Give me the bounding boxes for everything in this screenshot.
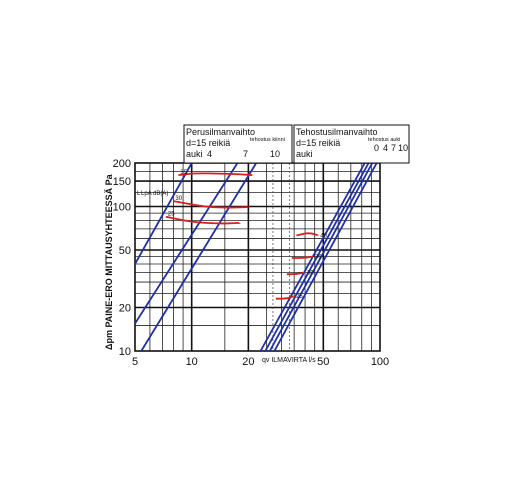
- sound-curve-label: 30: [307, 270, 314, 276]
- y-axis-label: Δpm PAINE-ERO MITTAUSYHTEESSÄ Pa: [104, 173, 114, 350]
- x-tick-label: 100: [371, 356, 389, 368]
- y-tick-label: 100: [113, 201, 131, 213]
- svg-text:0: 0: [374, 143, 379, 153]
- sound-curve-30: [173, 200, 250, 209]
- sound-curve-30: [286, 271, 307, 276]
- sound-curve-25: [275, 295, 296, 300]
- sound-label: LpA dB(A): [141, 191, 168, 197]
- svg-text:auki: auki: [186, 149, 203, 159]
- svg-text:10: 10: [398, 143, 408, 153]
- svg-text:tehostus kiinni: tehostus kiinni: [250, 137, 285, 143]
- y-tick-label: 20: [119, 303, 131, 315]
- svg-text:d=15 reikiä: d=15 reikiä: [186, 138, 230, 148]
- svg-text:Δpm PAINE-ERO MITTAUSYHTEESSÄ: Δpm PAINE-ERO MITTAUSYHTEESSÄ Pa: [104, 173, 114, 350]
- svg-text:d=15 reikiä: d=15 reikiä: [296, 138, 340, 148]
- x-tick-label: 5: [132, 356, 138, 368]
- y-tick-label: 50: [119, 245, 131, 257]
- sound-curve-40: [296, 232, 320, 237]
- x-tick-label: 50: [317, 356, 329, 368]
- x-tick-label: 20: [242, 356, 254, 368]
- sound-curve-label: 40: [320, 234, 327, 240]
- svg-text:Perusilmanvaihto: Perusilmanvaihto: [186, 127, 255, 137]
- svg-text:Tehostusilmanvaihto: Tehostusilmanvaihto: [296, 127, 378, 137]
- sound-curves: 35 30 25 40 35 30 25: [165, 170, 328, 300]
- series-line-perus-7: [135, 163, 239, 324]
- svg-text:tehostus auki: tehostus auki: [368, 137, 400, 143]
- sound-curve-label: 30: [175, 196, 182, 202]
- grid: [135, 163, 380, 351]
- series-line-perus-4: [135, 163, 193, 265]
- y-tick-label: 10: [119, 346, 131, 358]
- x-axis-label: qv ILMAVIRTA l/s: [262, 357, 316, 364]
- svg-text:7: 7: [243, 149, 248, 159]
- sound-curve-label: 25: [168, 212, 175, 218]
- series-line-tehostus-4: [264, 163, 370, 351]
- svg-text:7: 7: [391, 143, 396, 153]
- sound-curve-35: [291, 255, 313, 259]
- sound-curve-label: 25: [296, 294, 303, 300]
- box-tehostusilmanvaihto: Tehostusilmanvaihto d=15 reikiä auki teh…: [293, 124, 410, 164]
- y-tick-label: 200: [113, 158, 131, 170]
- y-tick-label: 150: [113, 176, 131, 188]
- sound-curve-35: [178, 172, 253, 176]
- svg-text:4: 4: [383, 143, 388, 153]
- series-line-tehostus-10: [273, 163, 378, 351]
- x-tick-label: 10: [186, 356, 198, 368]
- sound-curve-label: 35: [315, 255, 322, 261]
- series-line-perus-10: [140, 163, 257, 351]
- box-perusilmanvaihto: Perusilmanvaihto d=15 reikiä auki tehost…: [183, 124, 293, 164]
- sound-label-prefix: L: [137, 191, 141, 197]
- series-line-tehostus-7: [269, 163, 374, 351]
- sound-curve-25: [165, 215, 240, 225]
- sound-curve-label: 35: [180, 170, 187, 176]
- svg-text:4: 4: [207, 149, 212, 159]
- svg-text:10: 10: [270, 149, 280, 159]
- svg-text:auki: auki: [296, 149, 313, 159]
